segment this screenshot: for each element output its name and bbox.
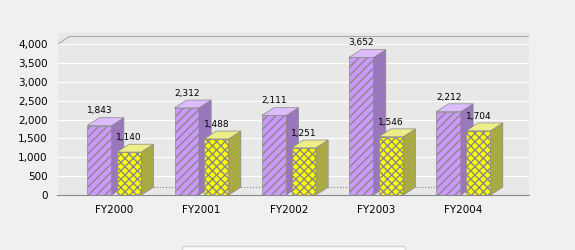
Polygon shape: [112, 118, 124, 195]
Polygon shape: [349, 50, 386, 57]
Polygon shape: [199, 100, 211, 195]
Polygon shape: [117, 144, 154, 152]
Polygon shape: [379, 129, 416, 137]
Polygon shape: [461, 104, 473, 195]
Polygon shape: [229, 131, 241, 195]
Polygon shape: [262, 108, 298, 116]
Polygon shape: [204, 131, 241, 139]
Text: 1,488: 1,488: [204, 120, 229, 129]
Polygon shape: [316, 140, 328, 195]
Polygon shape: [87, 126, 112, 195]
Text: 3,652: 3,652: [348, 38, 374, 47]
Polygon shape: [436, 104, 473, 112]
Polygon shape: [174, 100, 211, 108]
Polygon shape: [466, 123, 503, 131]
Polygon shape: [174, 108, 199, 195]
Text: 1,704: 1,704: [466, 112, 491, 121]
Polygon shape: [403, 129, 416, 195]
Polygon shape: [87, 118, 124, 126]
Polygon shape: [349, 57, 374, 195]
Legend: ADR Closures, Resolutions: ADR Closures, Resolutions: [182, 246, 405, 250]
Polygon shape: [379, 137, 403, 195]
Polygon shape: [141, 144, 154, 195]
Polygon shape: [490, 123, 503, 195]
Polygon shape: [117, 152, 141, 195]
Text: 2,212: 2,212: [436, 92, 461, 102]
Polygon shape: [292, 140, 328, 148]
Text: 2,312: 2,312: [174, 89, 200, 98]
Text: 1,546: 1,546: [378, 118, 404, 127]
Text: 1,140: 1,140: [116, 133, 142, 142]
Text: 1,251: 1,251: [291, 129, 317, 138]
Polygon shape: [466, 131, 490, 195]
Polygon shape: [436, 112, 461, 195]
Text: 1,843: 1,843: [87, 106, 112, 116]
Text: 2,111: 2,111: [261, 96, 287, 105]
Polygon shape: [374, 50, 386, 195]
Polygon shape: [262, 116, 286, 195]
Polygon shape: [204, 139, 229, 195]
Polygon shape: [286, 108, 298, 195]
Polygon shape: [292, 148, 316, 195]
